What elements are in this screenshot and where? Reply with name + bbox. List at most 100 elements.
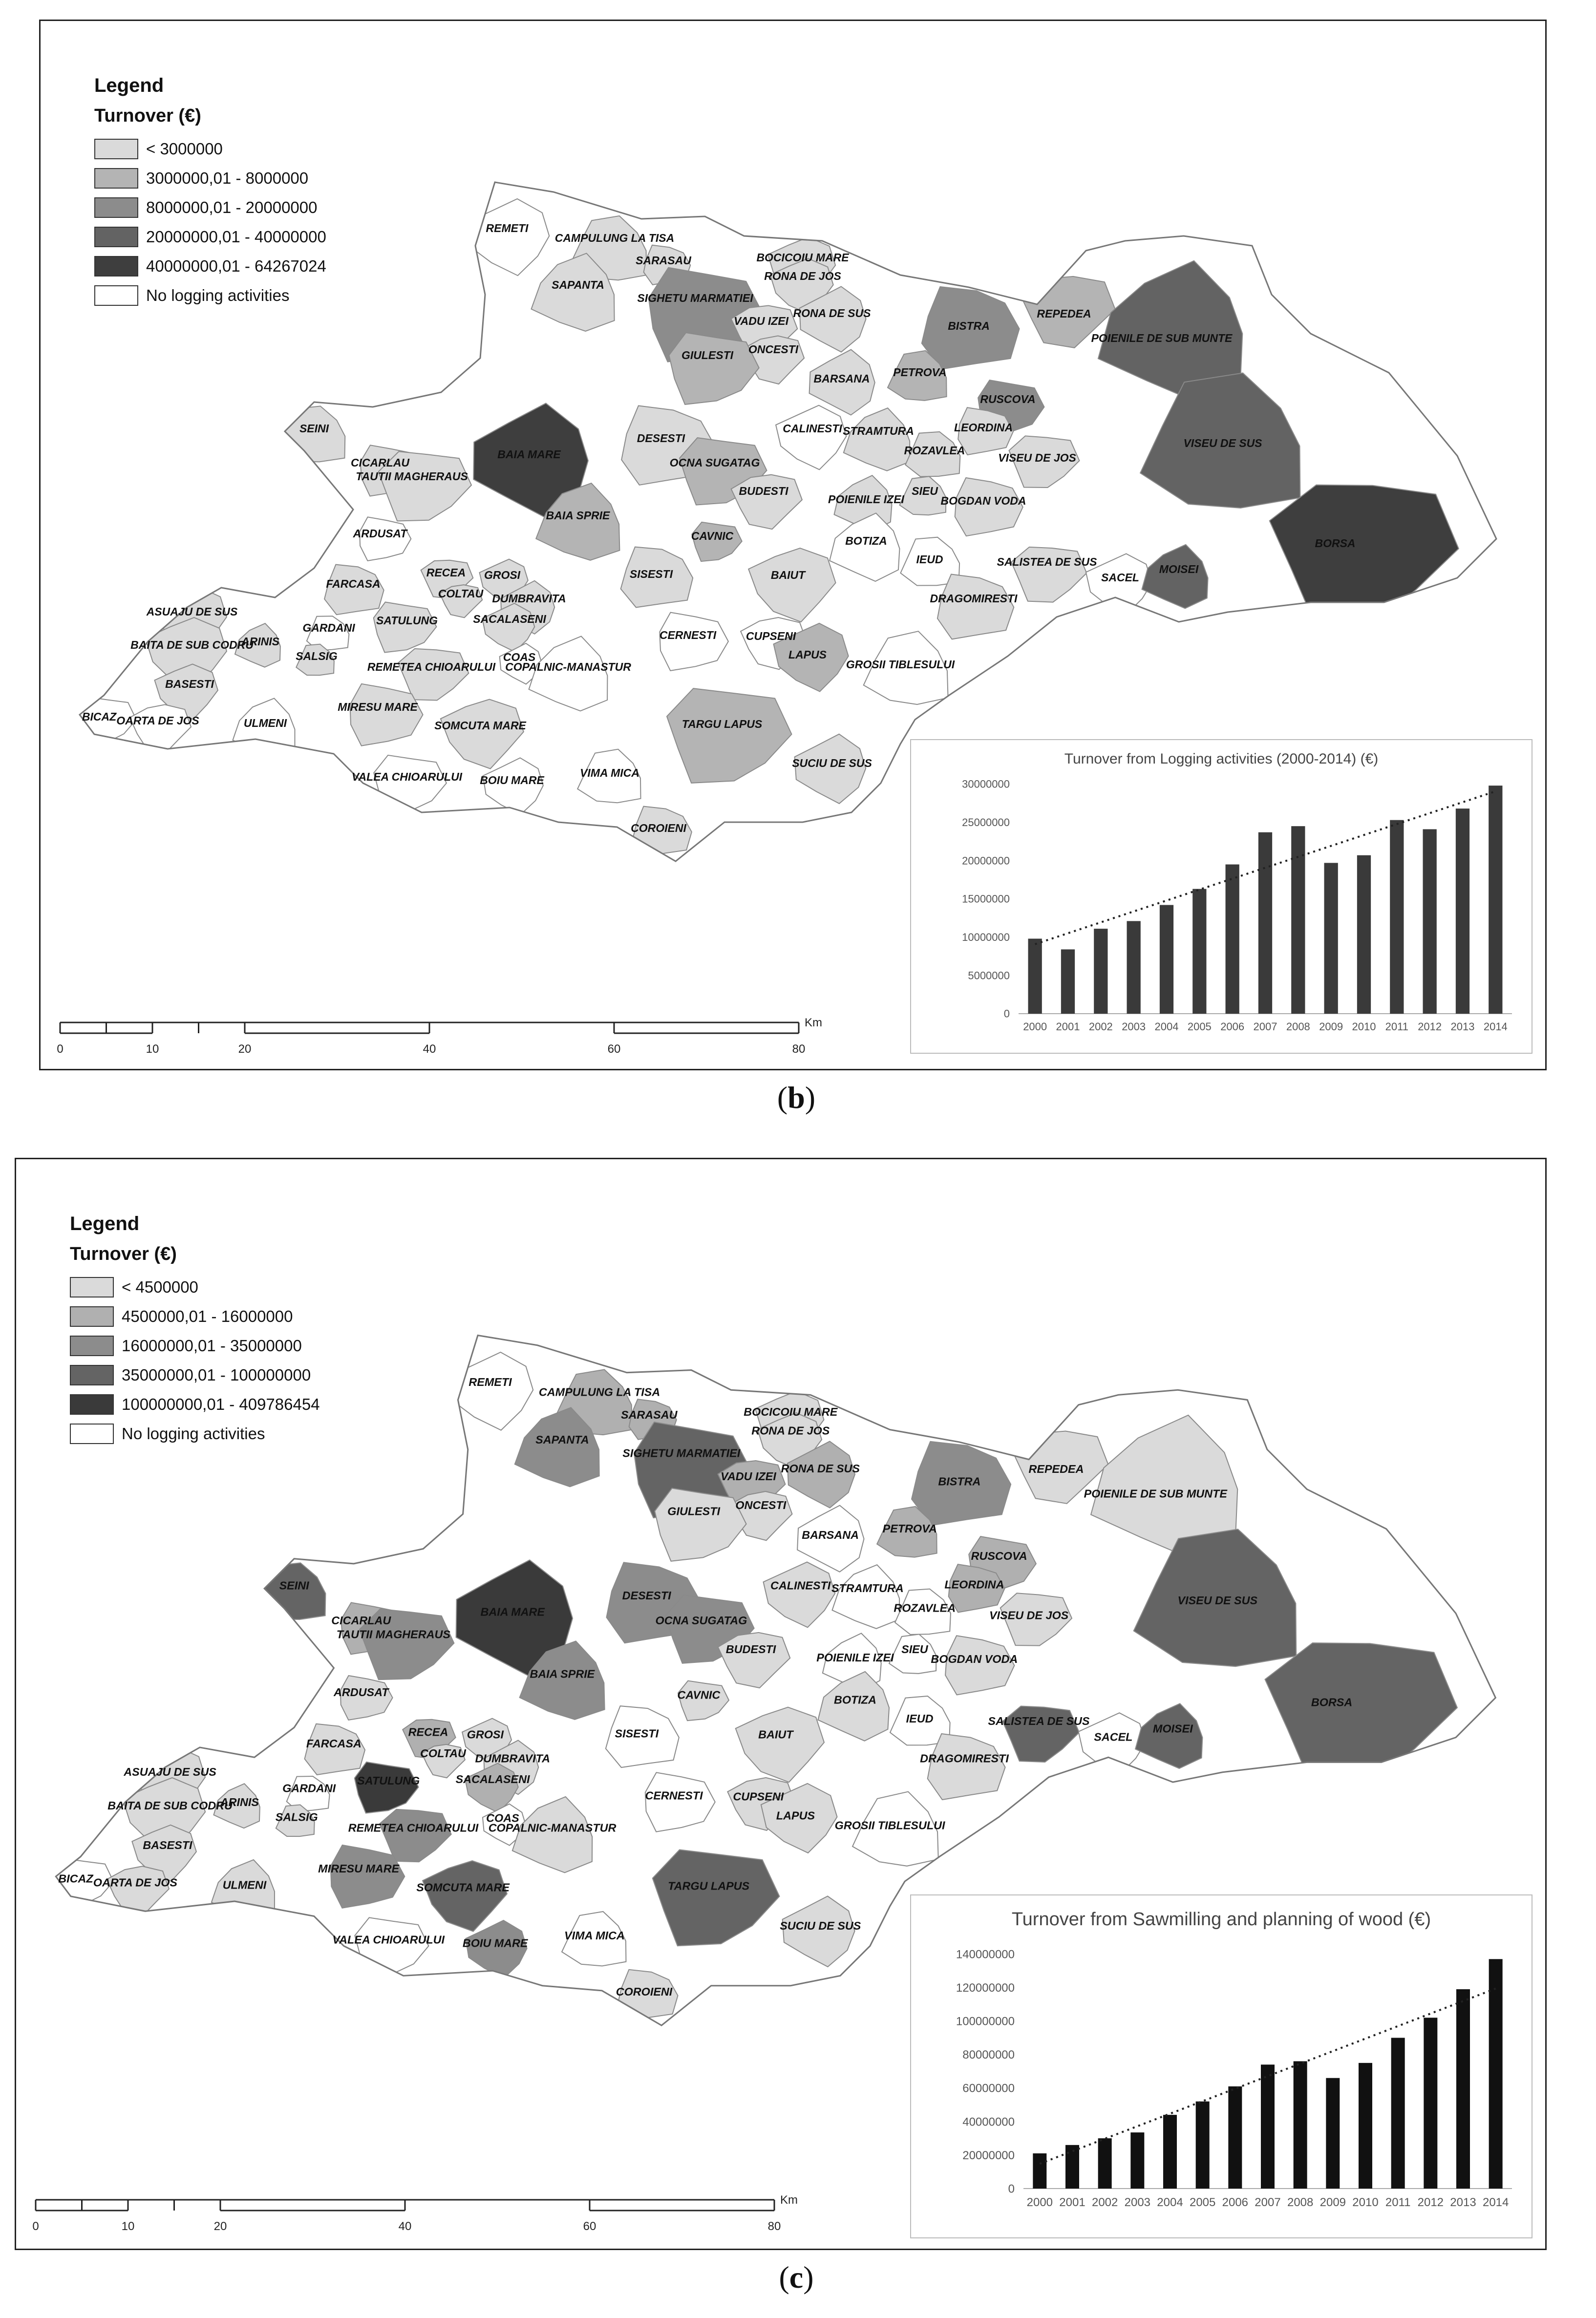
- municipality-label: ARINIS: [220, 1796, 259, 1808]
- x-tick-label: 2005: [1190, 2196, 1215, 2209]
- municipality-label: CALINESTI: [770, 1579, 831, 1592]
- municipality-label: CAVNIC: [677, 1688, 721, 1701]
- municipality-label: REPEDEA: [1029, 1463, 1084, 1475]
- municipality-label: CERNESTI: [660, 629, 717, 641]
- municipality-label: PETROVA: [883, 1522, 937, 1535]
- municipality-lapus: [773, 622, 849, 692]
- municipality-label: CERNESTI: [645, 1789, 703, 1802]
- x-tick-label: 2009: [1319, 1021, 1343, 1033]
- municipality-dragomiresti: [936, 574, 1015, 640]
- municipality-label: BOIU MARE: [480, 774, 544, 787]
- scale-tick-label: 20: [214, 2220, 227, 2233]
- scale-bar-c: 0 10 20 40 60 80 Km: [32, 2193, 798, 2233]
- municipality-lapus: [760, 1783, 838, 1854]
- panel-caption-b: (b): [777, 1080, 816, 1115]
- municipality-label: ARINIS: [241, 635, 280, 648]
- municipality-viseu-de-jos: [1000, 1593, 1073, 1646]
- municipality-remetea-chioarului: [379, 1808, 452, 1863]
- municipality-label: GROSII TIBLESULUI: [835, 1819, 945, 1832]
- bar-2010: [1357, 855, 1371, 1014]
- legend-item: No logging activities: [70, 1419, 320, 1448]
- municipality-label: RONA DE SUS: [793, 307, 872, 319]
- municipality-viseu-de-sus: [1133, 1529, 1297, 1667]
- municipality-label: BISTRA: [948, 319, 990, 332]
- legend-label: < 4500000: [122, 1278, 198, 1296]
- municipality-label: TARGU LAPUS: [668, 1880, 749, 1893]
- municipality-label: REMETI: [486, 222, 529, 234]
- municipality-label: VISEU DE JOS: [989, 1609, 1069, 1622]
- municipality-viseu-de-sus: [1139, 372, 1301, 509]
- bar-2002: [1094, 929, 1108, 1014]
- legend-label: 20000000,01 - 40000000: [146, 228, 326, 246]
- x-tick-label: 2013: [1450, 2196, 1476, 2209]
- municipality-label: REMETEA CHIOARULUI: [367, 660, 496, 673]
- legend-subtitle: Turnover (€): [94, 106, 201, 126]
- municipality-label: BICAZ: [58, 1872, 93, 1885]
- bar-2004: [1159, 905, 1174, 1014]
- municipality-label: REMETI: [468, 1376, 512, 1388]
- bar-2007: [1258, 832, 1273, 1014]
- scale-tick-label: 80: [768, 2220, 781, 2233]
- bar-2002: [1098, 2138, 1112, 2189]
- municipality-sapanta: [514, 1407, 600, 1488]
- y-tick-label: 20000000: [962, 854, 1010, 867]
- bar-2006: [1228, 2086, 1242, 2189]
- municipality-label: CAMPULUNG LA TISA: [555, 232, 674, 244]
- municipality-label: COPALNIC-MANASTUR: [489, 1822, 617, 1834]
- municipality-farcasa: [324, 564, 384, 616]
- legend-swatch: [94, 197, 138, 218]
- municipality-label: BAITA DE SUB CODRU: [130, 638, 254, 651]
- legend-label: No logging activities: [122, 1425, 265, 1443]
- municipality-label: CUPSENI: [746, 630, 796, 642]
- x-tick-label: 2011: [1385, 2196, 1411, 2209]
- caption-letter: c: [789, 2260, 804, 2295]
- municipality-coltau: [439, 584, 483, 618]
- municipality-label: GARDANI: [302, 621, 355, 634]
- municipality-label: COAS: [503, 651, 536, 663]
- x-tick-label: 2005: [1188, 1021, 1212, 1033]
- x-tick-label: 2010: [1352, 1021, 1376, 1033]
- municipality-label: VISEU DE JOS: [998, 451, 1076, 464]
- x-tick-label: 2000: [1023, 1021, 1047, 1033]
- municipality-label: POIENILE DE SUB MUNTE: [1091, 332, 1233, 344]
- municipality-vima-mica: [576, 748, 641, 804]
- municipality-label: CAVNIC: [691, 530, 734, 542]
- municipality-sapanta: [531, 253, 615, 332]
- municipality-label: VADU IZEI: [734, 315, 789, 327]
- y-tick-label: 25000000: [962, 816, 1010, 829]
- municipality-oarta-de-jos: [106, 1866, 170, 1916]
- scale-tick-label: 60: [583, 2220, 596, 2233]
- municipality-label: SAPANTA: [552, 278, 604, 291]
- municipality-label: SALISTEA DE SUS: [988, 1715, 1090, 1727]
- municipality-label: RUSCOVA: [971, 1550, 1027, 1562]
- bar-2011: [1390, 820, 1404, 1014]
- legend-swatch: [70, 1424, 114, 1444]
- municipality-label: BAITA DE SUB CODRU: [107, 1799, 233, 1812]
- legend-swatch: [94, 168, 138, 189]
- bar-2012: [1424, 2018, 1438, 2189]
- municipality-rona-de-sus: [787, 1441, 856, 1509]
- municipality-label: BISTRA: [938, 1475, 980, 1488]
- x-tick-label: 2001: [1056, 1021, 1080, 1033]
- municipality-label: COLTAU: [420, 1747, 467, 1760]
- municipality-label: OARTA DE JOS: [116, 714, 199, 727]
- municipality-label: POIENILE IZEI: [828, 493, 905, 506]
- municipality-bistra: [921, 286, 1020, 370]
- municipality-baia-sprie: [519, 1640, 605, 1720]
- municipality-label: STRAMTURA: [831, 1582, 904, 1595]
- municipality-label: GARDANI: [282, 1782, 336, 1794]
- bar-2008: [1293, 2061, 1307, 2189]
- legend-swatch: [70, 1365, 114, 1385]
- scale-tick-label: 0: [32, 2220, 39, 2233]
- legend-label: 16000000,01 - 35000000: [122, 1337, 302, 1355]
- municipality-label: FARCASA: [326, 577, 380, 590]
- scale-tick-label: 10: [146, 1042, 159, 1056]
- municipality-label: TARGU LAPUS: [682, 718, 763, 730]
- municipality-label: ASUAJU DE SUS: [146, 605, 238, 618]
- municipality-label: ROZAVLEA: [894, 1601, 956, 1614]
- bar-2007: [1261, 2064, 1275, 2189]
- municipality-ardusat: [359, 516, 412, 562]
- municipality-label: RONA DE JOS: [764, 270, 841, 282]
- municipality-label: BOGDAN VODA: [931, 1653, 1018, 1665]
- municipality-label: SALISTEA DE SUS: [997, 555, 1098, 568]
